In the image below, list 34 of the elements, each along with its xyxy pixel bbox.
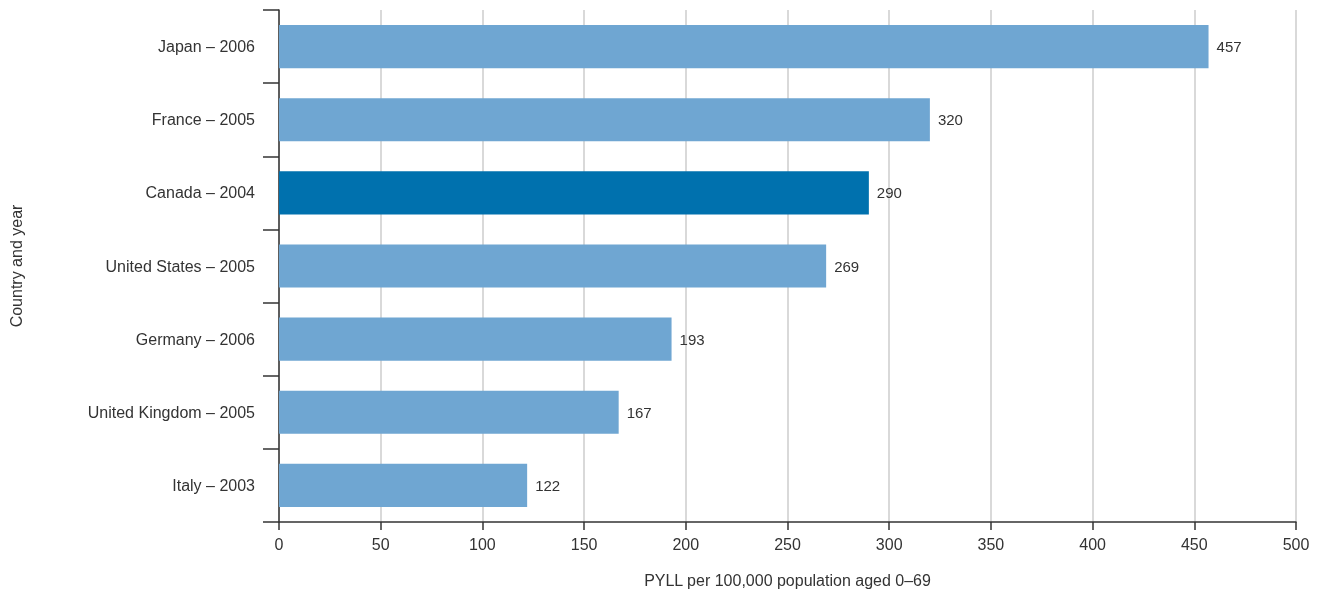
data-label: 269: [834, 257, 860, 275]
x-tick-label: 350: [977, 535, 1005, 553]
bar: [279, 244, 827, 288]
x-tick-label: 300: [875, 535, 903, 553]
bar: [279, 390, 619, 434]
x-tick-label: 500: [1282, 535, 1310, 553]
x-tick-label: 450: [1180, 535, 1208, 553]
x-tick-label: 400: [1079, 535, 1107, 553]
y-tick-label: Canada – 2004: [145, 184, 256, 202]
y-tick-label: United States – 2005: [105, 257, 256, 275]
data-label: 320: [937, 111, 963, 129]
x-tick-label: 0: [274, 535, 284, 553]
bar: [279, 463, 528, 508]
data-label: 290: [876, 184, 902, 202]
y-tick-label: Japan – 2006: [158, 38, 256, 56]
data-label: 167: [626, 403, 652, 421]
x-axis-title: PYLL per 100,000 population aged 0–69: [644, 571, 931, 589]
bar: [279, 98, 930, 142]
y-tick-label: United Kingdom – 2005: [87, 403, 256, 421]
y-tick-label: Italy – 2003: [172, 476, 256, 494]
data-label: 122: [535, 476, 561, 494]
y-tick-label: Germany – 2006: [135, 330, 256, 348]
bar: [279, 317, 672, 361]
x-tick-label: 50: [371, 535, 390, 553]
x-tick-label: 200: [672, 535, 700, 553]
bar: [279, 171, 869, 215]
data-label: 193: [679, 330, 705, 348]
x-tick-label: 100: [469, 535, 496, 553]
y-tick-label: France – 2005: [151, 111, 256, 129]
x-tick-label: 150: [570, 535, 598, 553]
data-label: 457: [1216, 38, 1242, 56]
y-axis-title: Country and year: [7, 203, 25, 328]
x-tick-label: 250: [774, 535, 801, 553]
bar: [279, 24, 1209, 69]
